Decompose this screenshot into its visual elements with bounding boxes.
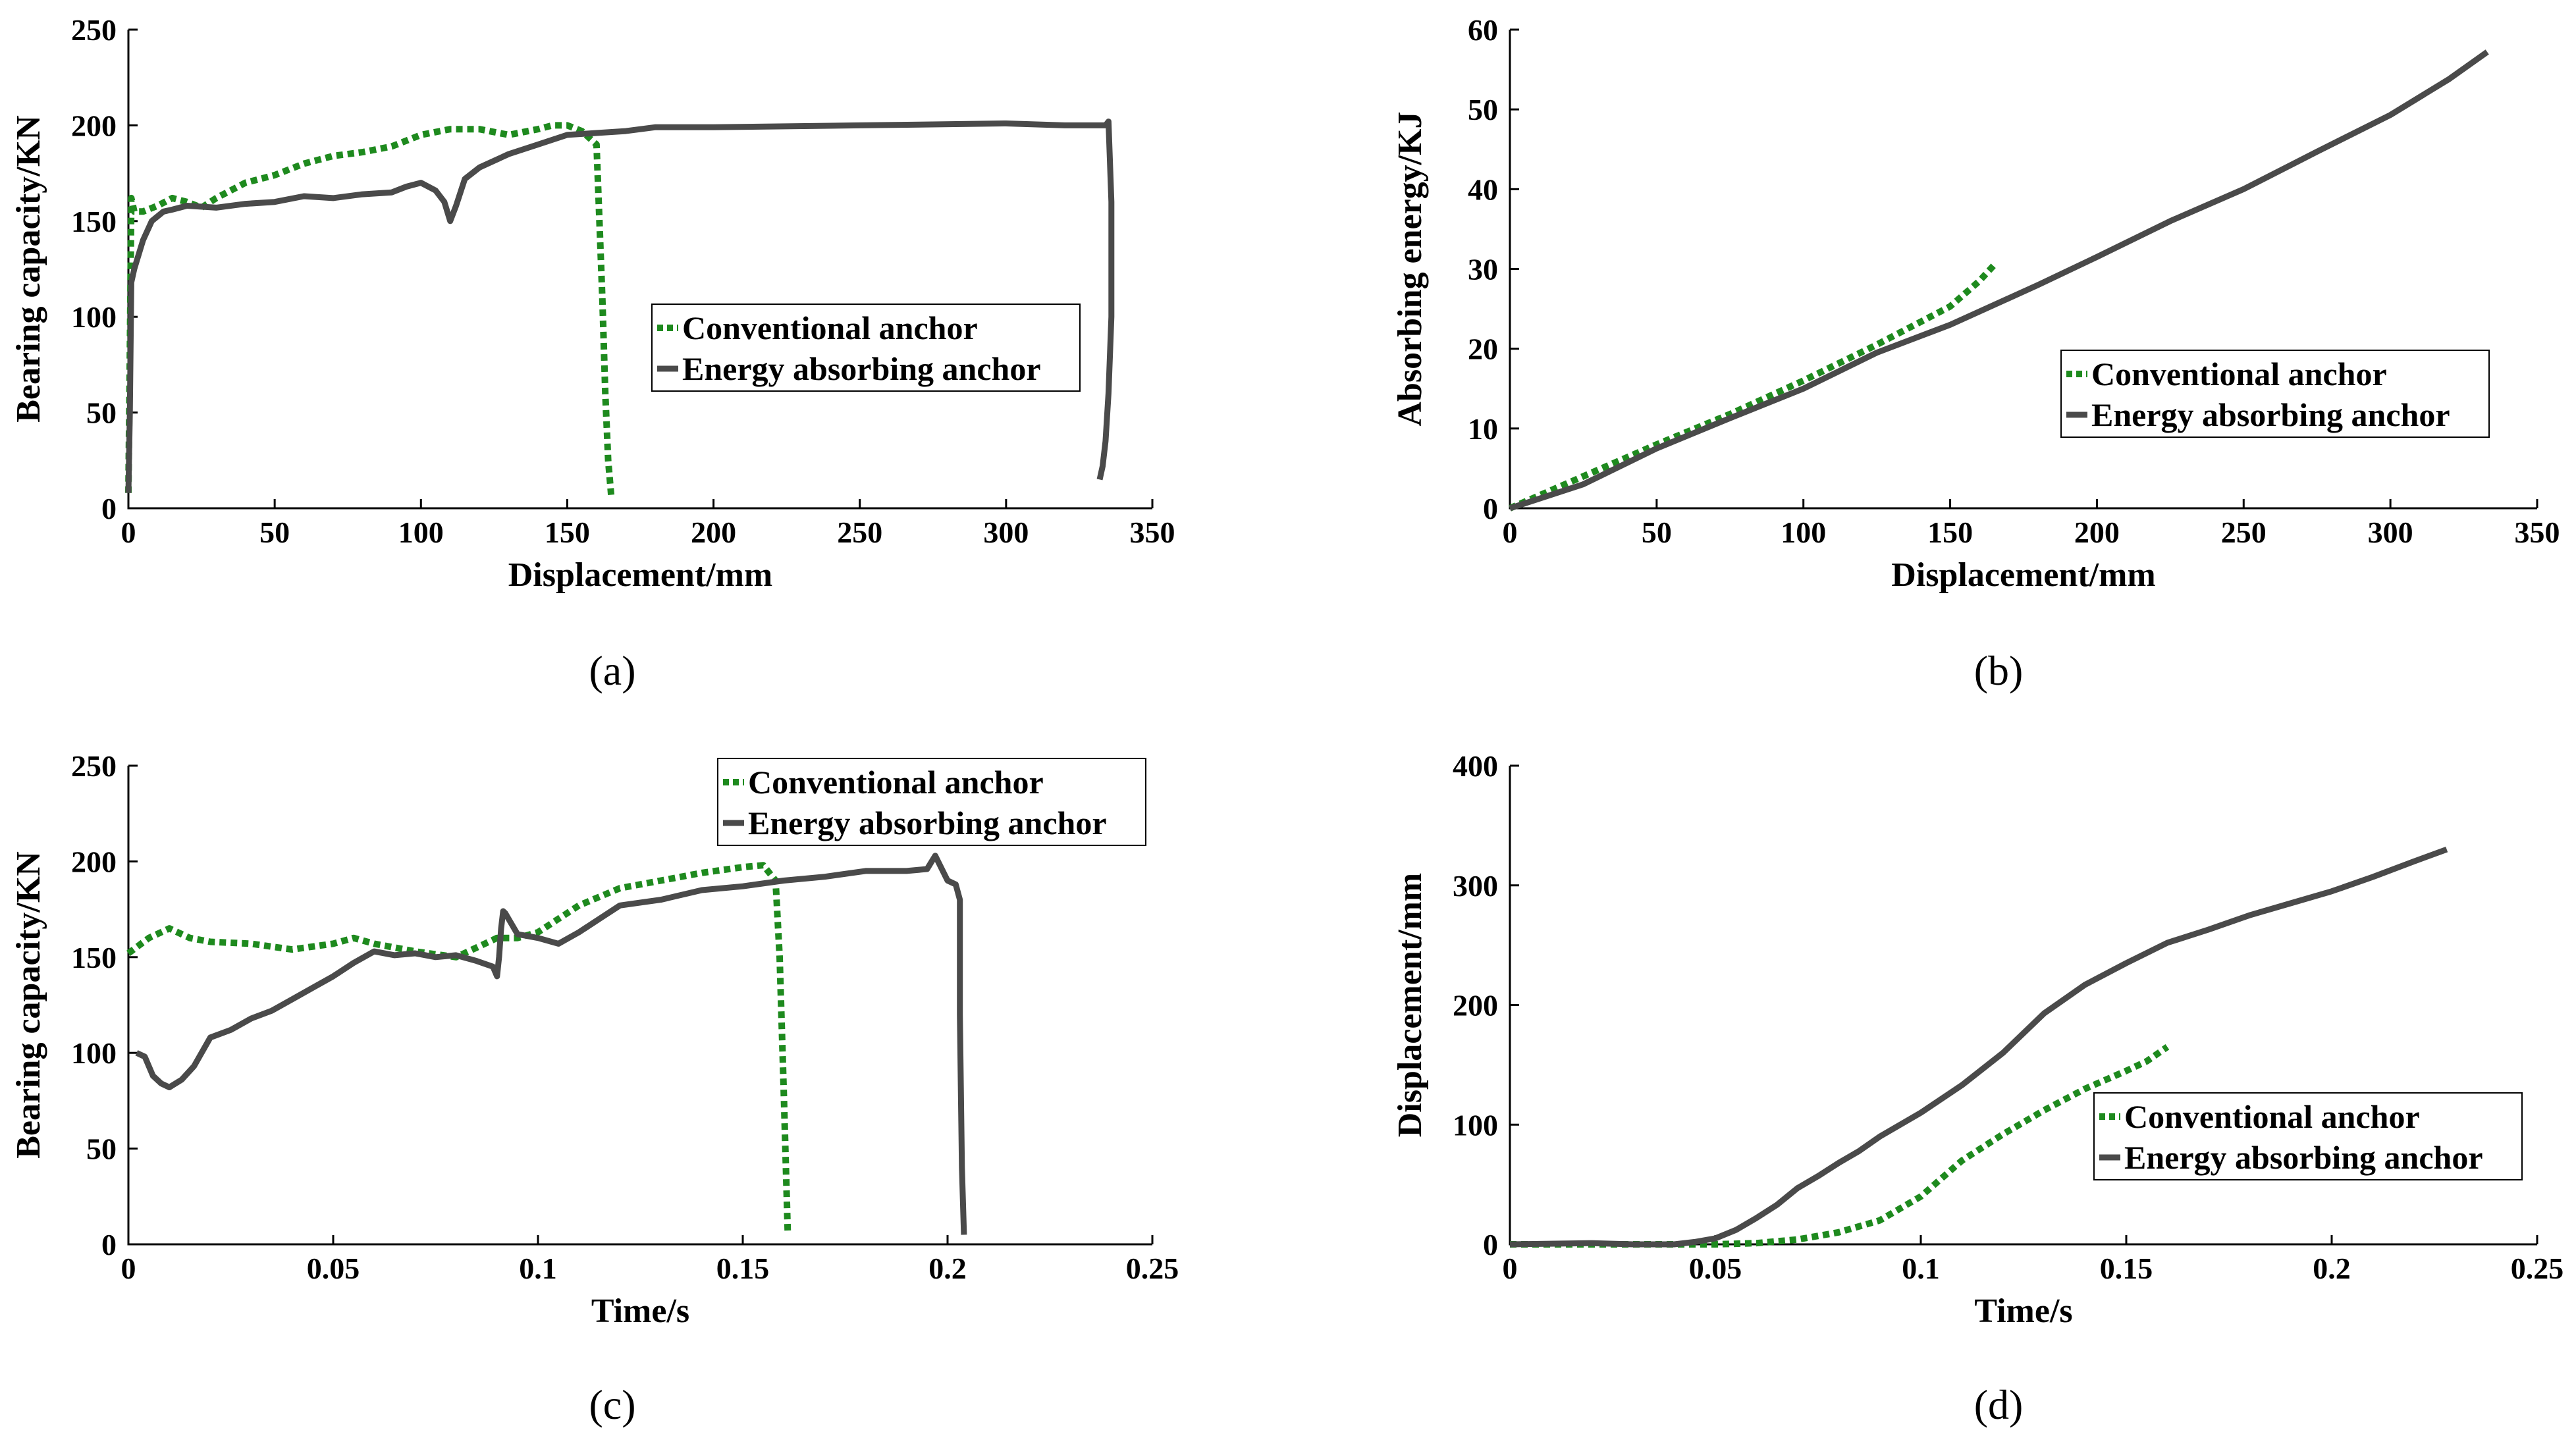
y-tick-label: 10 xyxy=(1468,412,1498,446)
x-tick-label: 0 xyxy=(1503,1252,1518,1285)
x-tick-label: 0.1 xyxy=(519,1252,557,1285)
x-tick-label: 0.25 xyxy=(2511,1252,2564,1285)
x-tick-label: 300 xyxy=(983,516,1029,549)
y-tick-label: 0 xyxy=(101,1228,117,1261)
x-tick-label: 0.2 xyxy=(2313,1252,2351,1285)
y-tick-label: 0 xyxy=(1483,1228,1498,1261)
x-tick-label: 150 xyxy=(545,516,590,549)
y-tick-label: 60 xyxy=(1468,13,1498,47)
legend-label: Energy absorbing anchor xyxy=(748,805,1107,841)
x-tick-label: 0.15 xyxy=(716,1252,770,1285)
series-line-energy-absorbing-anchor xyxy=(135,853,967,1235)
series-line-conventional-anchor xyxy=(1509,263,1997,512)
legend-label: Conventional anchor xyxy=(748,764,1044,801)
x-tick-label: 150 xyxy=(1927,516,1973,549)
x-axis-label: Displacement/mm xyxy=(1891,556,2155,594)
legend-label: Conventional anchor xyxy=(2091,356,2387,392)
y-tick-label: 100 xyxy=(71,300,117,334)
x-axis-label: Displacement/mm xyxy=(508,556,772,594)
x-tick-label: 100 xyxy=(1781,516,1826,549)
x-tick-label: 350 xyxy=(1130,516,1175,549)
chart-panel-d: 0 0.05 0.1 0.15 0.2 0.25 0 100 200 300 400 Time/s Di… xyxy=(1391,749,2563,1428)
y-tick-label: 200 xyxy=(1453,989,1498,1022)
y-tick-label: 20 xyxy=(1468,332,1498,366)
x-tick-label: 0.15 xyxy=(2100,1252,2153,1285)
y-tick-label: 250 xyxy=(71,13,117,47)
legend-label: Energy absorbing anchor xyxy=(2091,396,2450,433)
y-tick-label: 300 xyxy=(1453,869,1498,903)
x-axis-label: Time/s xyxy=(1974,1292,2072,1330)
panel-caption: (a) xyxy=(589,647,635,694)
legend-box xyxy=(651,304,1081,392)
y-tick-label: 150 xyxy=(71,205,117,238)
y-tick-label: 100 xyxy=(1453,1108,1498,1142)
y-tick-label: 50 xyxy=(86,1132,117,1166)
y-axis-label: Absorbing energy/KJ xyxy=(1391,111,1429,426)
panel-caption: (c) xyxy=(589,1381,635,1428)
x-tick-label: 300 xyxy=(2368,516,2413,549)
x-tick-label: 50 xyxy=(259,516,290,549)
x-tick-label: 0.2 xyxy=(928,1252,967,1285)
y-tick-label: 250 xyxy=(71,749,117,783)
y-tick-label: 400 xyxy=(1453,749,1498,783)
y-axis-label: Displacement/mm xyxy=(1391,873,1429,1137)
legend-label: Energy absorbing anchor xyxy=(2124,1139,2483,1176)
y-tick-label: 50 xyxy=(86,396,117,430)
x-tick-label: 0.1 xyxy=(1902,1252,1940,1285)
x-tick-label: 0.25 xyxy=(1126,1252,1179,1285)
x-tick-label: 200 xyxy=(2074,516,2120,549)
axes-frame xyxy=(127,30,1152,510)
x-tick-label: 350 xyxy=(2515,516,2560,549)
x-tick-label: 200 xyxy=(691,516,736,549)
x-tick-label: 0 xyxy=(121,1252,136,1285)
y-tick-label: 100 xyxy=(71,1036,117,1070)
x-tick-label: 250 xyxy=(2221,516,2267,549)
series-line-energy-absorbing-anchor xyxy=(1509,49,2489,512)
y-tick-label: 30 xyxy=(1468,253,1498,286)
series-line-energy-absorbing-anchor xyxy=(125,119,1115,493)
y-tick-label: 200 xyxy=(71,845,117,878)
legend-box xyxy=(2093,1092,2523,1180)
x-tick-label: 0.05 xyxy=(307,1252,360,1285)
legend-box xyxy=(2060,350,2490,438)
legend-label: Conventional anchor xyxy=(682,309,978,346)
chart-panel-c: 0 0.05 0.1 0.15 0.2 0.25 0 50 100 150 200 250 Time/s… xyxy=(10,749,1179,1428)
y-tick-label: 0 xyxy=(1483,492,1498,525)
x-tick-label: 250 xyxy=(837,516,882,549)
legend-label: Energy absorbing anchor xyxy=(682,350,1041,387)
x-tick-label: 50 xyxy=(1642,516,1672,549)
y-tick-label: 0 xyxy=(101,492,117,525)
series-line-energy-absorbing-anchor xyxy=(1509,846,2448,1248)
chart-panel-b: 0 50 100 150 200 250 300 350 0 10 20 30 40 50 60 Displa… xyxy=(1391,13,2560,694)
panel-caption: (d) xyxy=(1974,1381,2024,1428)
series-line-conventional-anchor xyxy=(125,122,615,496)
panel-caption: (b) xyxy=(1974,647,2024,694)
legend-box xyxy=(717,758,1146,846)
series-line-conventional-anchor xyxy=(126,862,792,1235)
y-axis-label: Bearing capacity/KN xyxy=(10,115,47,423)
series-line-conventional-anchor xyxy=(1510,1044,2170,1248)
x-tick-label: 0 xyxy=(1503,516,1518,549)
y-tick-label: 50 xyxy=(1468,93,1498,126)
x-tick-label: 0 xyxy=(121,516,136,549)
legend-label: Conventional anchor xyxy=(2124,1098,2420,1135)
y-axis-label: Bearing capacity/KN xyxy=(10,851,47,1159)
x-tick-label: 100 xyxy=(398,516,444,549)
y-tick-label: 150 xyxy=(71,941,117,974)
x-axis-label: Time/s xyxy=(591,1292,689,1330)
x-tick-label: 0.05 xyxy=(1689,1252,1742,1285)
y-tick-label: 40 xyxy=(1468,172,1498,206)
y-tick-label: 200 xyxy=(71,109,117,142)
chart-panel-a: 0 50 100 150 200 250 300 350 0 50 100 150 200 250 Disp… xyxy=(10,13,1175,694)
